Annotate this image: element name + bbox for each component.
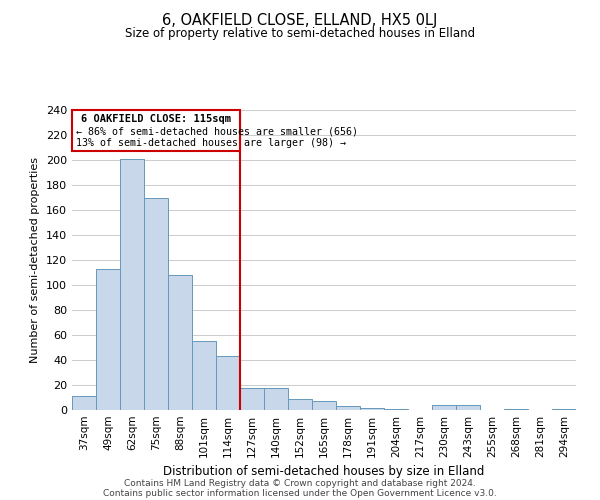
Text: Contains public sector information licensed under the Open Government Licence v3: Contains public sector information licen… xyxy=(103,488,497,498)
Bar xyxy=(96,269,120,410)
Bar xyxy=(312,401,336,410)
Bar xyxy=(72,110,240,151)
Bar xyxy=(552,409,576,410)
Bar xyxy=(144,198,168,410)
Bar xyxy=(384,409,408,410)
Text: 13% of semi-detached houses are larger (98) →: 13% of semi-detached houses are larger (… xyxy=(76,138,346,147)
Bar xyxy=(360,408,384,410)
Bar xyxy=(72,396,96,410)
Text: 6 OAKFIELD CLOSE: 115sqm: 6 OAKFIELD CLOSE: 115sqm xyxy=(81,114,231,124)
Bar xyxy=(216,356,240,410)
Text: 6, OAKFIELD CLOSE, ELLAND, HX5 0LJ: 6, OAKFIELD CLOSE, ELLAND, HX5 0LJ xyxy=(163,12,437,28)
Bar xyxy=(264,388,288,410)
Bar xyxy=(456,405,480,410)
Text: Size of property relative to semi-detached houses in Elland: Size of property relative to semi-detach… xyxy=(125,28,475,40)
Bar xyxy=(168,275,192,410)
Bar xyxy=(336,406,360,410)
Y-axis label: Number of semi-detached properties: Number of semi-detached properties xyxy=(31,157,40,363)
Text: Contains HM Land Registry data © Crown copyright and database right 2024.: Contains HM Land Registry data © Crown c… xyxy=(124,478,476,488)
Bar xyxy=(120,159,144,410)
Bar xyxy=(288,399,312,410)
Bar xyxy=(192,341,216,410)
Text: ← 86% of semi-detached houses are smaller (656): ← 86% of semi-detached houses are smalle… xyxy=(76,126,358,136)
Bar xyxy=(432,405,456,410)
X-axis label: Distribution of semi-detached houses by size in Elland: Distribution of semi-detached houses by … xyxy=(163,466,485,478)
Bar xyxy=(240,388,264,410)
Bar xyxy=(504,409,528,410)
